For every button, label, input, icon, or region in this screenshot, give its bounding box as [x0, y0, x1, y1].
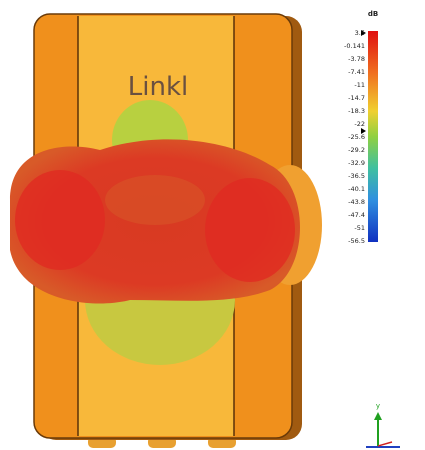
radiation-pattern — [10, 100, 322, 365]
legend-label: -22 — [354, 120, 365, 128]
legend-label: -32.9 — [348, 159, 365, 167]
color-legend: dB 3.5 -0.141 -3.78 -7.41 -11 -14.7 -18.3 -22 -2… — [344, 10, 378, 245]
legend-unit: dB — [368, 10, 378, 18]
legend-label: -51 — [354, 224, 365, 232]
axis-triad: y — [366, 402, 400, 448]
legend-label: -47.4 — [348, 211, 365, 219]
legend-label: -18.3 — [348, 107, 365, 115]
legend-label: -14.7 — [348, 94, 365, 102]
legend-label: -3.78 — [348, 55, 365, 63]
legend-label: -36.5 — [348, 172, 365, 180]
legend-label: -43.8 — [348, 198, 365, 206]
legend-label: -11 — [354, 81, 365, 89]
axis-label: y — [376, 402, 380, 410]
color-bar — [368, 31, 378, 242]
legend-label: 3.5 — [355, 29, 365, 37]
legend-label: -25.6 — [348, 133, 365, 141]
legend-label: -0.141 — [344, 42, 365, 50]
device-logo: Linkl — [128, 72, 188, 102]
legend-label: -56.5 — [348, 237, 365, 245]
legend-label: -7.41 — [348, 68, 365, 76]
legend-label: -29.2 — [348, 146, 365, 154]
legend-label: -40.1 — [348, 185, 365, 193]
